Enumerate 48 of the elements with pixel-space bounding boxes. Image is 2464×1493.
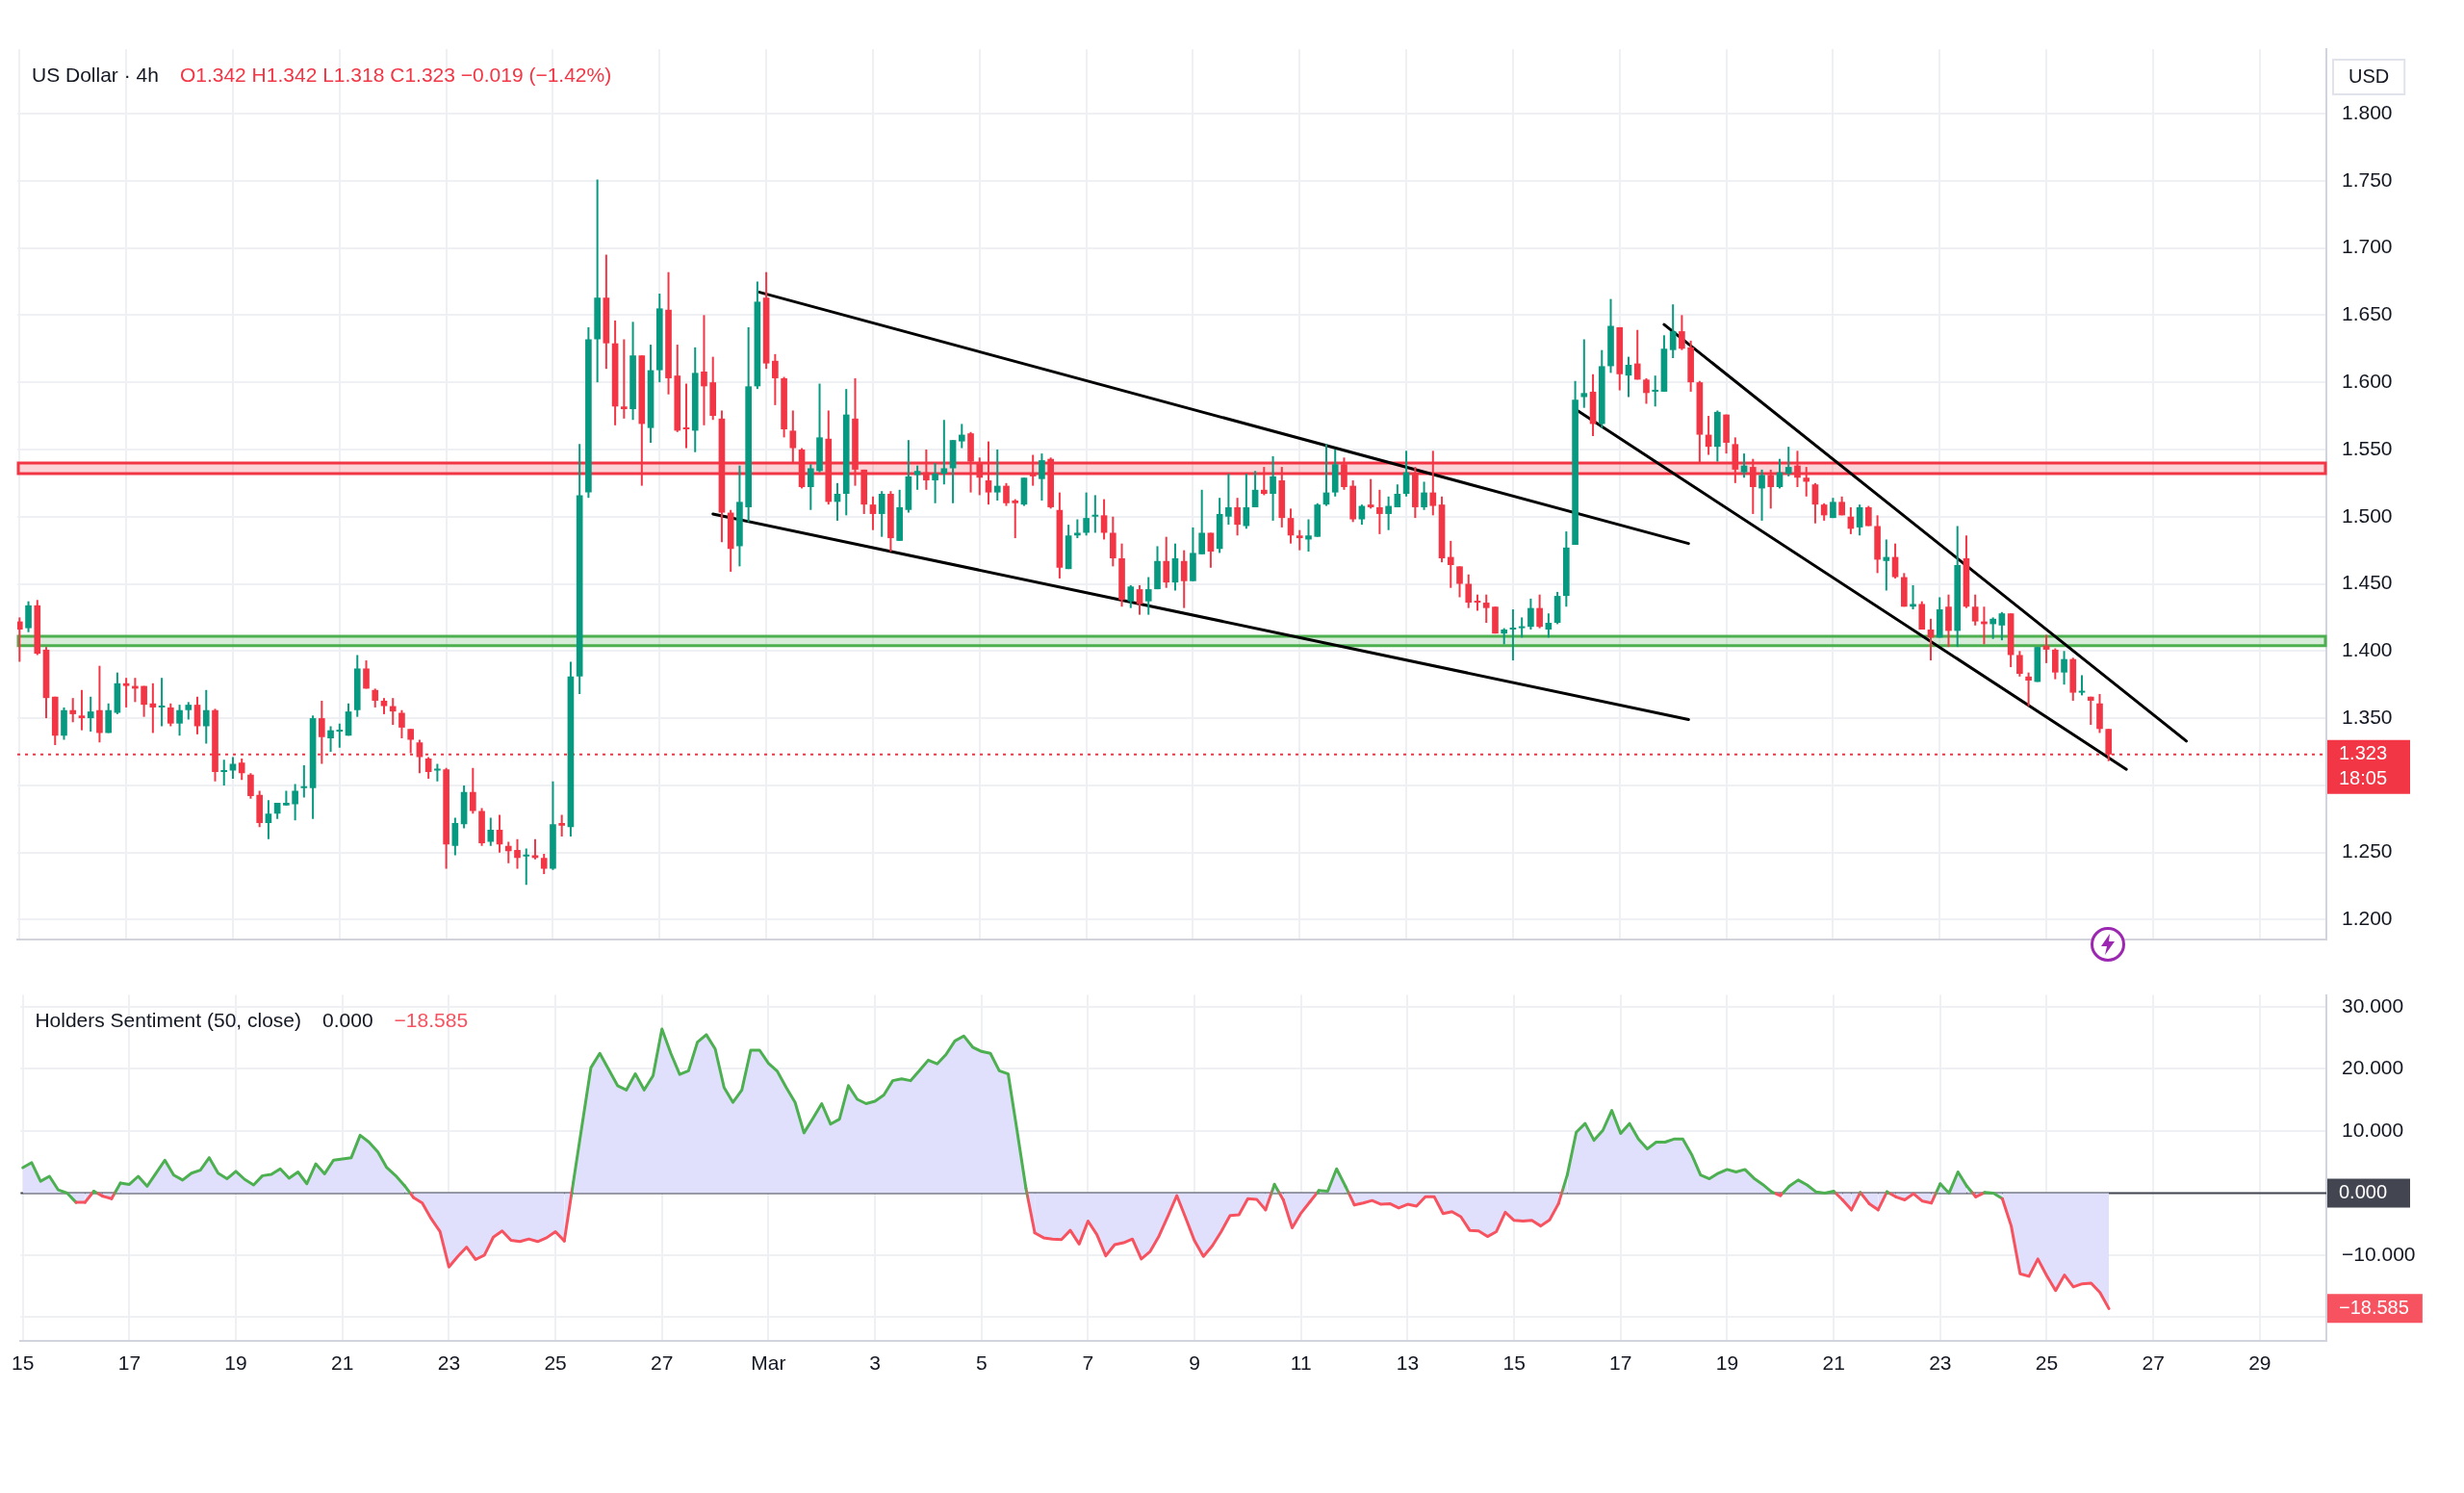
- x-tick-label: 3: [869, 1351, 881, 1375]
- x-tick-label: Mar: [751, 1351, 786, 1375]
- y-tick-label: 10.000: [2342, 1118, 2404, 1141]
- text: Holders Sentiment (50, close): [35, 1009, 302, 1032]
- text: O1.342 H1.342 L1.318 C1.323 −0.019 (−1.42%): [179, 63, 612, 86]
- x-tick-label: 5: [975, 1351, 988, 1375]
- y-tick-label: 1.500: [2342, 503, 2393, 527]
- x-tick-label: 15: [1502, 1351, 1526, 1375]
- y-tick-label: 30.000: [2342, 993, 2404, 1017]
- x-tick-label: 25: [544, 1351, 567, 1375]
- y-tick-label: 20.000: [2342, 1056, 2404, 1079]
- x-tick-label: 27: [651, 1351, 674, 1375]
- y-tick-label: 1.750: [2342, 167, 2393, 191]
- x-tick-label: 9: [1189, 1351, 1200, 1375]
- text: US Dollar · 4h: [32, 63, 159, 86]
- x-tick-label: 23: [437, 1351, 461, 1375]
- x-tick-label: 27: [2142, 1351, 2165, 1375]
- y-tick-label: 1.200: [2342, 907, 2393, 930]
- x-tick-label: 7: [1082, 1351, 1094, 1375]
- y-axis-title: USD: [2348, 64, 2390, 87]
- ref-line-label: 1.323: [2339, 742, 2388, 764]
- x-tick-label: 13: [1396, 1351, 1420, 1375]
- y-tick-label: 1.450: [2342, 571, 2393, 594]
- x-tick-label: 21: [331, 1351, 354, 1375]
- annotation: −18.585: [394, 1009, 469, 1032]
- y-tick-label: 1.250: [2342, 839, 2393, 862]
- y-tick-label: 1.350: [2342, 705, 2393, 728]
- x-tick-label: 17: [1609, 1351, 1632, 1375]
- y-tick-label: 1.550: [2342, 436, 2393, 459]
- y-tick-label: 1.600: [2342, 369, 2393, 392]
- y-tick-label: 1.400: [2342, 638, 2393, 661]
- x-tick-label: 15: [12, 1351, 35, 1375]
- y-tick-label: 1.800: [2342, 100, 2393, 123]
- x-tick-label: 23: [1929, 1351, 1952, 1375]
- y-tick-label: 1.700: [2342, 235, 2393, 258]
- text: 18:05: [2339, 767, 2388, 789]
- ref-line-label: 0.000: [2339, 1180, 2388, 1202]
- y-tick-label: 1.650: [2342, 302, 2393, 325]
- y-tick-label: −10.000: [2342, 1242, 2416, 1265]
- annotation: 0.000: [322, 1009, 373, 1032]
- x-tick-label: 29: [2248, 1351, 2272, 1375]
- x-tick-label: 21: [1822, 1351, 1845, 1375]
- x-tick-label: 19: [1715, 1351, 1739, 1375]
- x-tick-label: 19: [224, 1351, 247, 1375]
- x-tick-label: 25: [2035, 1351, 2059, 1375]
- text: −18.585: [2339, 1296, 2409, 1318]
- x-tick-label: 11: [1290, 1351, 1312, 1375]
- x-tick-label: 17: [117, 1351, 141, 1375]
